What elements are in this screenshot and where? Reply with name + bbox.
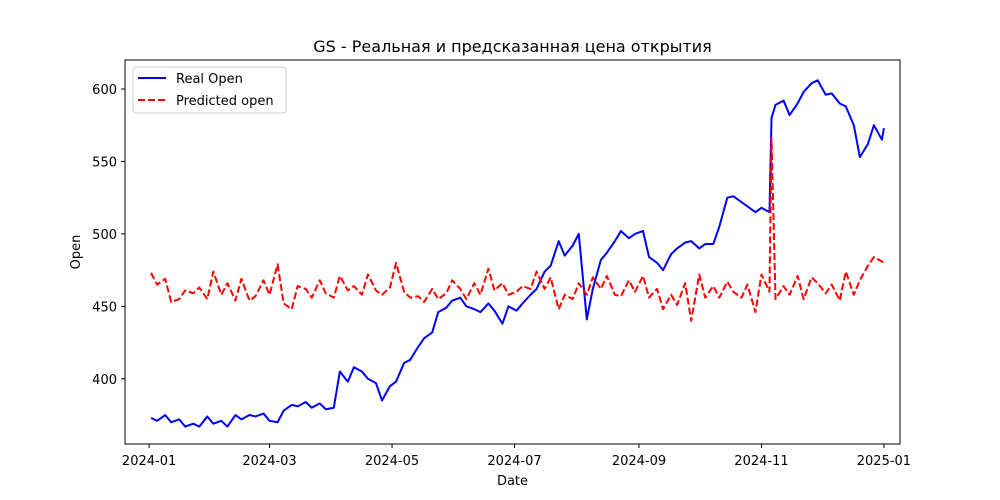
x-axis-label: Date	[497, 474, 528, 489]
plot-area	[150, 79, 885, 428]
x-tick-label: 2024-03	[242, 454, 296, 469]
x-tick-label: 2024-05	[365, 454, 419, 469]
y-tick-label: 500	[92, 228, 117, 243]
axes-frame	[124, 59, 901, 445]
y-tick-label: 600	[92, 83, 117, 98]
x-tick-label: 2024-09	[612, 454, 666, 469]
legend-label-predicted-open: Predicted open	[176, 94, 274, 109]
x-tick-label: 2024-01	[122, 454, 176, 469]
legend-label-real-open: Real Open	[176, 72, 243, 87]
x-axis: 2024-01 2024-03 2024-05 2024-07 2024-09 2024-…	[122, 444, 911, 469]
x-tick-label: 2025-01	[857, 454, 911, 469]
y-axis-label: Open	[69, 235, 84, 270]
series-line-predicted-open	[150, 137, 885, 322]
x-tick-label: 2024-07	[487, 454, 541, 469]
y-axis: 400 450 500 550 600	[92, 83, 125, 388]
legend-box	[132, 66, 287, 114]
y-tick-label: 550	[92, 155, 117, 170]
y-tick-label: 450	[92, 300, 117, 315]
chart-title: GS - Реальная и предсказанная цена откры…	[313, 37, 711, 56]
x-tick-label: 2024-11	[734, 454, 788, 469]
legend: Real Open Predicted open	[132, 66, 287, 114]
y-tick-label: 400	[92, 373, 117, 388]
